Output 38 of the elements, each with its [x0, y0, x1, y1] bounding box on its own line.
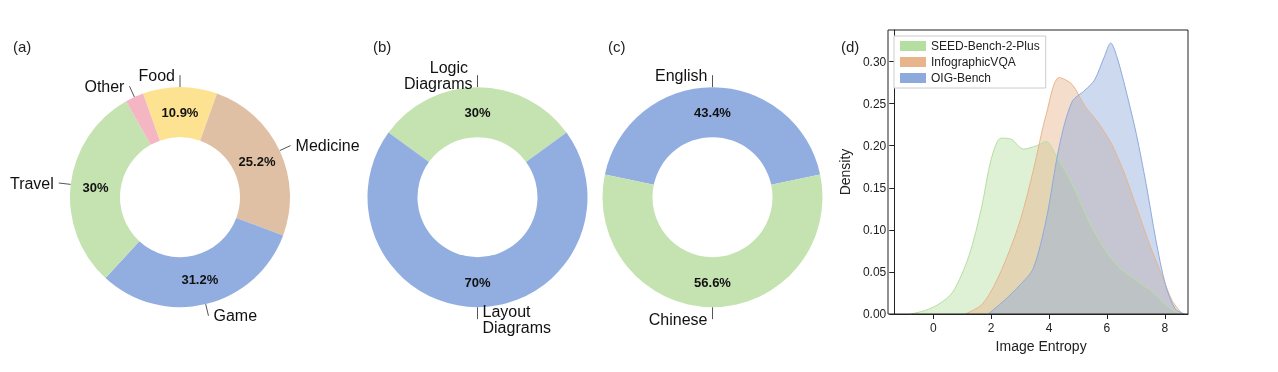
data-label: 56.6%	[694, 274, 732, 290]
data-label: 31.2%	[181, 272, 219, 288]
y-tick-label: 0.20	[862, 138, 887, 153]
y-tick-label: 0.15	[862, 180, 887, 195]
x-tick-label: 0	[929, 321, 937, 335]
data-label: 43.4%	[694, 104, 732, 120]
text: (d)	[841, 38, 860, 55]
chart-title: (a)	[13, 38, 32, 55]
slice-label: Chinese	[648, 310, 708, 328]
y-tick-label: 0.30	[862, 54, 887, 69]
slice-label: Food	[138, 66, 175, 84]
x-tick-label: 2	[987, 321, 995, 335]
slice-label: English	[655, 66, 708, 84]
slice-label: Layout Diagrams	[482, 302, 551, 336]
x-tick-label: 6	[1103, 321, 1111, 335]
slice-label: Logic Diagrams	[404, 58, 473, 92]
legend-label: SEED-Bench-2-Plus	[931, 39, 1040, 53]
slice-label: Travel	[9, 174, 54, 192]
y-tick-label: 0.05	[862, 264, 887, 279]
chart-title: (c)	[608, 38, 626, 55]
slice-label: Other	[84, 77, 126, 95]
y-tick-label: 0.25	[862, 96, 887, 111]
data-label: 25.2%	[238, 153, 276, 169]
y-tick-label: 0.00	[862, 307, 887, 321]
data-label: 30%	[82, 179, 110, 195]
data-label: 30%	[464, 104, 491, 120]
y-tick-label: 0.10	[862, 222, 887, 237]
data-label: 10.9%	[161, 104, 199, 120]
x-tick-label: 4	[1045, 321, 1053, 335]
legend-label: InfographicVQA	[931, 55, 1016, 69]
x-tick-label: 8	[1161, 321, 1169, 335]
data-label: 70%	[464, 274, 491, 290]
slice-label: Game	[213, 307, 258, 325]
x-axis-title: Image Entropy	[995, 337, 1087, 354]
chart-title: (b)	[373, 38, 392, 55]
y-axis-title: Density	[837, 148, 853, 196]
slice-label: Medicine	[295, 137, 360, 155]
legend-label: OIG-Bench	[931, 71, 992, 85]
